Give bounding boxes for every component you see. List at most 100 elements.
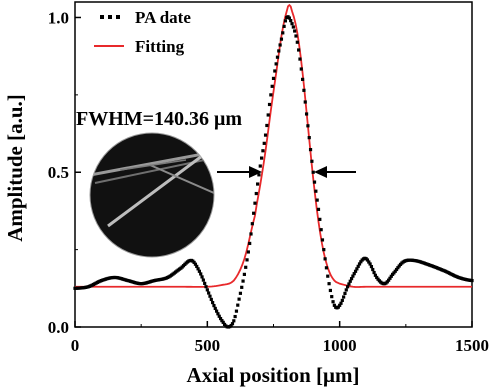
pa-data-point [319,228,323,232]
pa-data-point [277,49,281,53]
pa-data-point [347,282,351,286]
pa-data-point [308,148,313,152]
pa-data-point [229,323,233,328]
pa-data-point [193,262,198,266]
pa-data-point [369,264,374,269]
pa-data-point [351,274,355,278]
pa-data-point [396,266,400,270]
pa-data-point [311,170,315,174]
pa-data-point [258,164,262,168]
pa-data-point [246,250,250,254]
pa-data-point [263,133,268,137]
pa-data-point [332,303,336,307]
x-tick-label: 1000 [323,336,357,355]
pa-data-point [314,189,318,193]
pa-data-point [215,309,219,313]
pa-data-point [200,275,204,279]
pa-data-point [218,316,223,321]
pa-data-point [304,112,309,116]
pa-data-point [348,279,352,283]
pa-data-point [238,291,243,295]
pa-data-point [237,297,241,301]
pa-data-point [204,285,208,289]
pa-data-point [217,314,221,318]
pa-data-point [388,276,392,280]
pa-data-point [375,275,379,280]
pa-data-point [209,297,213,302]
pa-data-point [338,303,342,307]
pa-data-point [287,16,291,20]
pa-data-point [301,77,305,81]
legend-label-pa: PA date [135,8,191,27]
x-axis-label: Axial position [μm] [187,363,360,387]
pa-data-point [303,100,307,104]
pa-data-point [306,124,310,128]
pa-data-point [372,270,376,275]
pa-data-point [278,43,282,47]
pa-data-point [339,301,343,305]
pa-data-point [293,29,297,33]
pa-data-point [316,207,321,211]
pa-data-point [371,267,375,272]
pa-data-point [221,320,225,324]
pa-data-point [241,279,245,283]
pa-data-point [343,291,347,296]
pa-data-point [289,19,293,23]
pa-data-point [248,241,252,246]
pa-data-point [195,264,199,269]
pa-data-point [233,314,237,319]
pa-data-point [298,57,302,61]
pa-data-point [212,304,216,308]
pa-data-point [367,260,371,264]
pa-data-point [216,312,220,316]
pa-data-point [273,69,277,73]
pa-data-point [365,258,370,262]
pa-data-point [295,40,299,44]
y-axis-label: Amplitude [a.u.] [3,94,27,242]
pa-data-point [245,258,249,262]
pa-data-point [387,278,391,282]
pa-data-point [312,180,317,184]
pa-data-point [349,277,354,281]
pa-data-point [357,262,362,266]
pa-data-point [355,267,359,271]
pa-data-point [393,269,397,273]
pa-data-point [271,76,276,81]
pa-data-point [201,278,205,282]
pa-data-point [373,273,377,277]
pa-data-point [252,211,256,215]
pa-data-point [359,260,363,264]
pa-data-point [299,67,303,71]
pa-data-point [236,303,240,307]
pa-data-point [230,322,235,326]
pa-data-point [203,281,207,285]
pa-data-point [294,34,298,38]
pa-data-point [196,267,200,271]
pa-data-point [244,265,248,269]
fitting-line [75,3,472,288]
pa-data-point [254,191,258,196]
pa-data-point [267,102,272,107]
fwhm-left-arrow [217,166,262,178]
pa-data-point [291,25,295,29]
pa-data-point [232,319,236,323]
y-tick-label: 0.0 [48,318,69,337]
legend-label-fit: Fitting [135,37,185,56]
pa-data-point [261,149,265,153]
fitting-series [75,3,472,288]
x-tick-label: 1500 [455,336,489,355]
x-axis-ticks: 0 500 1000 1500 [71,321,489,355]
inset-image [89,132,215,258]
pa-data-point [279,37,284,41]
pa-data-point [269,93,273,97]
pa-data-point [207,291,211,295]
pa-data-point [262,141,266,145]
pa-data-point [282,24,286,28]
pa-data-point [242,272,246,276]
pa-data-point [250,222,254,226]
pa-data-point [234,309,239,313]
pa-data-point [368,262,372,266]
pa-data-point [290,22,294,26]
pa-data-point [336,305,340,309]
